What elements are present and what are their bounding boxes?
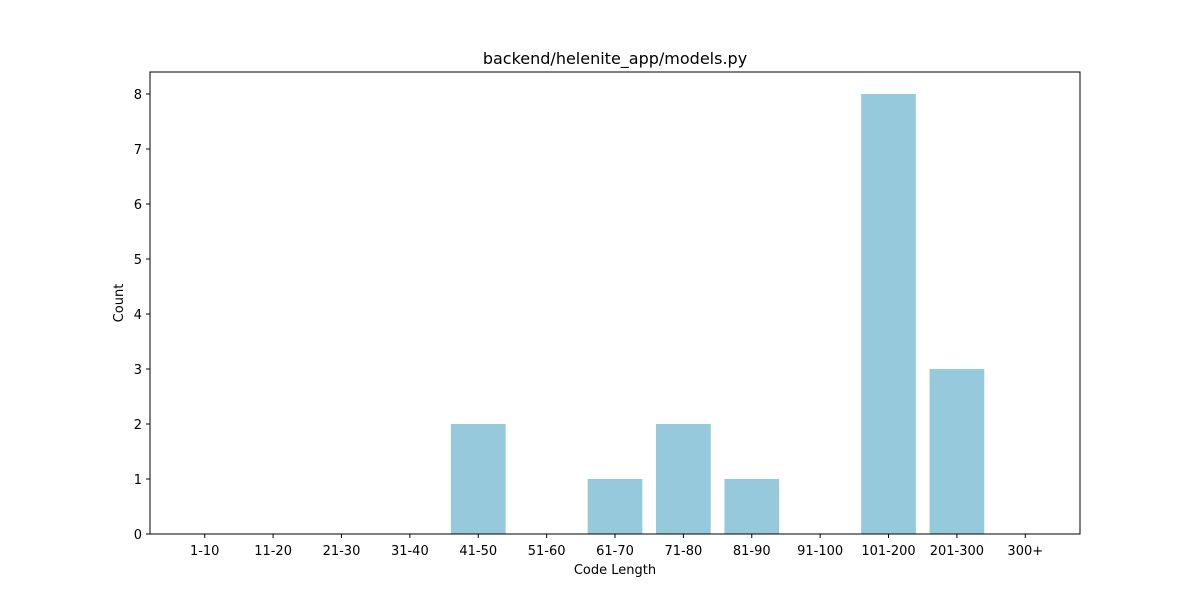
x-tick-label: 51-60 <box>528 544 566 559</box>
y-tick-label: 4 <box>134 308 142 323</box>
x-axis-label: Code Length <box>574 563 656 578</box>
x-tick-label: 21-30 <box>323 544 361 559</box>
x-tick-label: 31-40 <box>391 544 429 559</box>
y-tick-label: 2 <box>134 418 142 433</box>
x-tick-label: 101-200 <box>861 544 915 559</box>
x-tick-label: 61-70 <box>596 544 634 559</box>
bar <box>861 94 916 534</box>
y-tick-label: 0 <box>134 528 142 543</box>
y-tick-label: 5 <box>134 253 142 268</box>
x-tick-label: 300+ <box>1007 544 1043 559</box>
x-tick-label: 91-100 <box>797 544 843 559</box>
bar <box>450 424 506 534</box>
bar <box>724 479 780 534</box>
bar <box>587 479 643 534</box>
y-axis: 0 1 2 3 4 5 6 7 8 <box>134 88 150 543</box>
y-tick-label: 6 <box>134 198 142 213</box>
x-tick-label: 11-20 <box>254 544 292 559</box>
chart-title: backend/helenite_app/models.py <box>483 49 747 69</box>
x-axis: 1-10 11-20 21-30 31-40 41-50 51-60 61-70 71-80 8… <box>190 534 1043 559</box>
x-tick-label: 81-90 <box>733 544 771 559</box>
x-tick-label: 71-80 <box>664 544 702 559</box>
x-tick-label: 201-300 <box>930 544 984 559</box>
y-tick-label: 1 <box>134 473 142 488</box>
y-axis-label: Count <box>112 284 127 323</box>
bar <box>656 424 711 534</box>
y-tick-label: 3 <box>134 363 142 378</box>
y-tick-label: 7 <box>134 143 142 158</box>
y-tick-label: 8 <box>134 88 142 103</box>
x-tick-label: 41-50 <box>459 544 497 559</box>
bar <box>929 369 985 534</box>
bars-group <box>450 94 985 534</box>
x-tick-label: 1-10 <box>190 544 220 559</box>
